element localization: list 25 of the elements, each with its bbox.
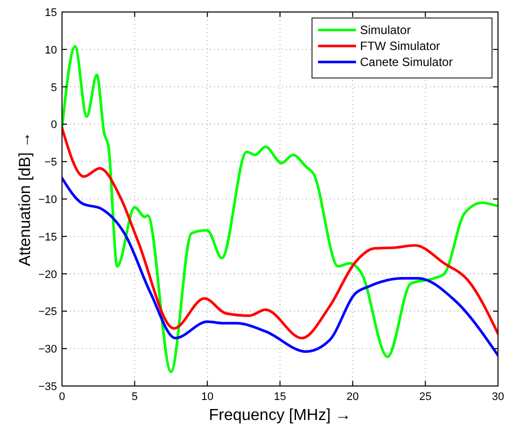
- x-axis-title: Frequency [MHz] →: [208, 407, 352, 424]
- legend-label: Canete Simulator: [360, 55, 453, 69]
- legend-label: FTW Simulator: [360, 39, 440, 53]
- x-tick-label: 0: [58, 391, 66, 403]
- y-axis-title: Attenuation [dB] →: [17, 132, 34, 266]
- x-tick-label: 10: [201, 391, 214, 403]
- y-tick-label: 0: [50, 119, 57, 132]
- y-tick-label: 5: [50, 82, 57, 94]
- y-tick-label: −10: [38, 194, 57, 206]
- x-tick-label: 20: [346, 391, 359, 403]
- y-tick-label: −25: [38, 306, 57, 318]
- legend-label: Simulator: [360, 23, 411, 37]
- y-tick-label: 15: [44, 7, 57, 19]
- x-tick-label: 15: [274, 391, 286, 403]
- y-tick-label: −5: [44, 156, 57, 169]
- line-series: [62, 126, 498, 340]
- x-tick-label: 25: [419, 391, 432, 403]
- x-tick-label: 30: [492, 391, 504, 403]
- y-tick-label: −20: [38, 268, 57, 281]
- x-tick-label: 5: [132, 391, 138, 403]
- line-series: [62, 176, 498, 357]
- y-tick-label: −35: [38, 381, 57, 393]
- y-tick-label: 10: [44, 44, 57, 56]
- y-tick-label: −30: [38, 344, 57, 356]
- y-tick-label: −15: [38, 231, 57, 244]
